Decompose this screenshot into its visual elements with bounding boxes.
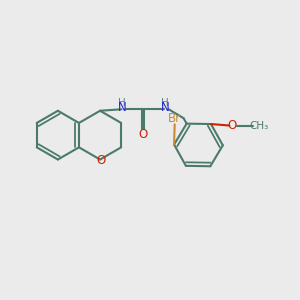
Text: O: O [228,119,237,132]
Text: O: O [138,128,148,141]
Text: N: N [160,101,169,114]
Text: CH₃: CH₃ [250,121,269,130]
Text: N: N [118,101,126,114]
Text: O: O [96,154,105,166]
Text: H: H [118,98,126,108]
Text: H: H [161,98,169,108]
Text: Br: Br [168,112,181,125]
